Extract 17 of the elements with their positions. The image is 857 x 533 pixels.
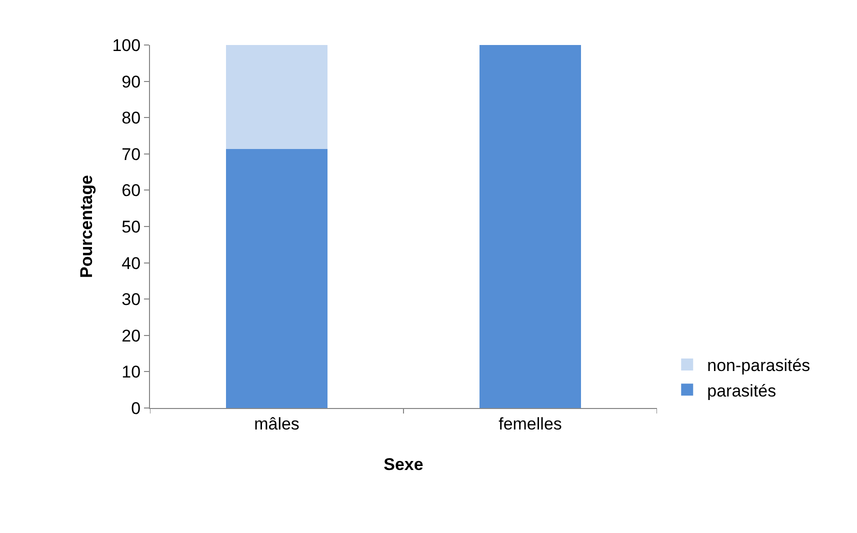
y-tick-label: 70	[122, 144, 141, 164]
legend-label: parasités	[707, 381, 776, 400]
y-tick-label: 0	[131, 398, 141, 418]
y-tick-label: 20	[122, 326, 141, 346]
y-axis-title: Pourcentage	[76, 175, 96, 278]
legend-label: non-parasités	[707, 356, 810, 376]
y-tick-label: 60	[122, 181, 141, 200]
y-tick-label: 100	[112, 36, 141, 55]
y-tick-label: 90	[122, 72, 141, 92]
y-tick-label: 40	[122, 254, 141, 273]
y-tick-label: 10	[122, 362, 141, 382]
x-tick-label: mâles	[254, 414, 300, 434]
y-tick-label: 80	[122, 108, 141, 128]
x-tick-label: femelles	[498, 414, 562, 434]
x-axis-title: Sexe	[384, 454, 424, 474]
y-tick-label: 50	[122, 217, 141, 236]
y-tick-label: 30	[122, 290, 141, 310]
